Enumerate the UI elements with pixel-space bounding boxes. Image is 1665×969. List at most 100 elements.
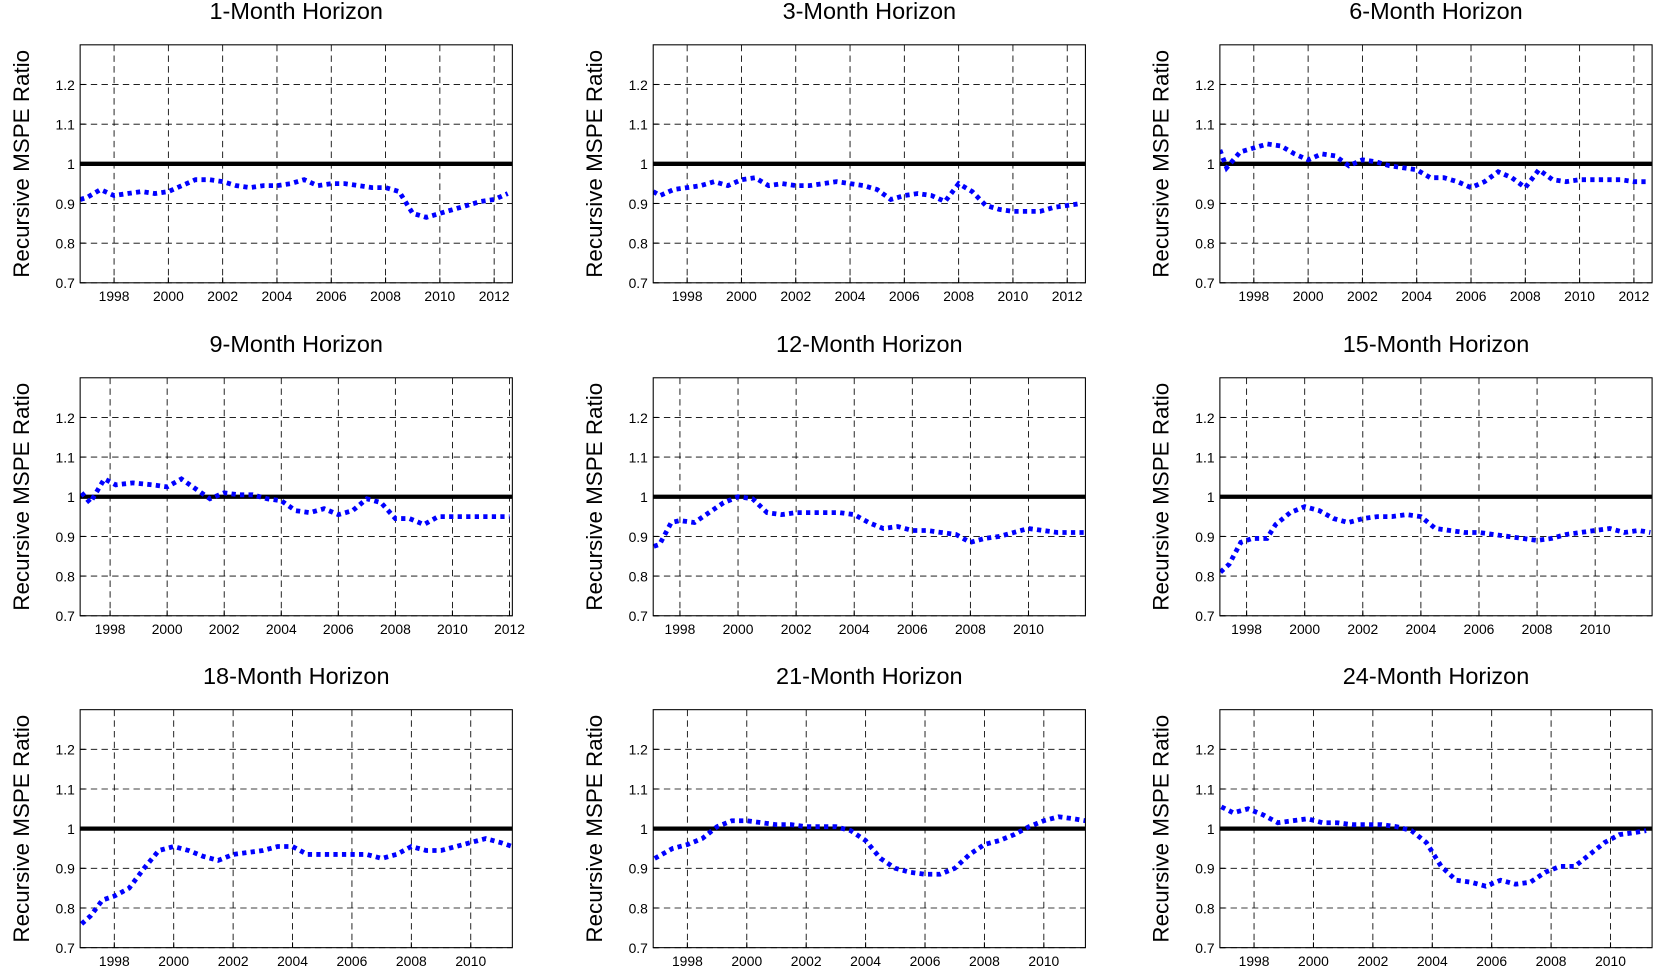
y-tick-label: 1 [1207,156,1215,172]
y-tick-label: 1.2 [629,410,649,426]
x-tick-label: 2000 [723,621,754,637]
y-tick-label: 1 [640,821,648,837]
y-tick-label: 0.9 [1195,861,1215,877]
x-tick-label: 2010 [437,621,468,637]
x-tick-label: 2002 [218,953,249,969]
y-tick-label: 1.1 [1195,781,1215,797]
y-axis-label: Recursive MSPE Ratio [9,715,34,943]
x-tick-label: 2012 [494,621,525,637]
x-tick-label: 2008 [370,288,401,304]
y-tick-label: 1.1 [629,449,649,465]
y-tick-label: 0.7 [629,608,649,624]
x-tick-label: 1998 [99,288,130,304]
y-tick-label: 0.7 [1195,608,1215,624]
x-tick-label: 2002 [207,288,238,304]
x-tick-label: 2002 [209,621,240,637]
x-tick-label: 1998 [665,621,696,637]
subplot: 9-Month Horizon Recursive MSPE Ratio 0.7 0.… [9,331,525,637]
x-tick-label: 2008 [380,621,411,637]
y-axis-label: Recursive MSPE Ratio [1149,715,1174,943]
axes-frame [652,377,1086,617]
x-tick-label: 2008 [969,953,1000,969]
subplot: 3-Month Horizon Recursive MSPE Ratio 0.7 0.… [582,0,1086,304]
y-tick-label: 1.2 [629,77,649,93]
chart-title: 1-Month Horizon [209,0,382,24]
x-tick-label: 2010 [1028,953,1059,969]
y-tick-label: 1 [1207,821,1215,837]
y-tick-label: 1 [67,821,75,837]
x-tick-label: 2002 [1347,288,1378,304]
data-line [1220,804,1647,889]
y-axis-label: Recursive MSPE Ratio [1149,383,1174,611]
y-tick-label: 0.8 [1195,900,1215,916]
y-tick-label: 1 [640,489,648,505]
data-line [653,814,1086,877]
x-tick-label: 2012 [479,288,510,304]
data-line [653,494,1084,549]
x-tick-label: 2006 [910,953,941,969]
plot-area [80,177,509,220]
x-tick-label: 2012 [1052,288,1083,304]
y-tick-label: 1.2 [1195,77,1215,93]
data-line [80,475,510,528]
x-tick-label: 1998 [1239,953,1270,969]
y-tick-label: 1.1 [629,116,649,132]
plot-area [80,836,513,926]
x-tick-label: 2012 [1618,288,1649,304]
y-axis-label: Recursive MSPE Ratio [1149,50,1174,278]
y-tick-label: 1 [67,489,75,505]
subplot: 6-Month Horizon Recursive MSPE Ratio 0.7 0.… [1149,0,1653,304]
chart-title: 18-Month Horizon [203,663,390,689]
x-tick-label: 2006 [316,288,347,304]
x-tick-label: 1998 [1238,288,1269,304]
y-tick-label: 1.2 [56,410,76,426]
y-tick-label: 0.8 [1195,568,1215,584]
y-tick-label: 1.2 [1195,742,1215,758]
x-tick-label: 2006 [1476,953,1507,969]
y-tick-label: 0.9 [56,861,76,877]
x-tick-label: 2000 [1289,621,1320,637]
x-tick-label: 1998 [672,288,703,304]
y-tick-label: 1.2 [56,77,76,93]
y-tick-label: 0.7 [56,275,76,291]
plot-area [653,494,1084,549]
y-tick-label: 1 [1207,489,1215,505]
subplot: 24-Month Horizon Recursive MSPE Ratio 0.7 0… [1149,663,1653,969]
x-tick-label: 2010 [455,953,486,969]
plot-area [80,475,510,528]
plot-area [1219,504,1651,574]
y-tick-label: 0.9 [629,861,649,877]
data-line [1219,141,1648,191]
x-tick-label: 2010 [424,288,455,304]
axes-frame [652,709,1086,949]
subplot: 18-Month Horizon Recursive MSPE Ratio 0.7 0… [9,663,513,969]
x-tick-label: 2000 [1293,288,1324,304]
y-tick-label: 1.1 [1195,116,1215,132]
x-tick-label: 2004 [835,288,866,304]
y-tick-label: 1.1 [56,116,76,132]
x-tick-label: 2000 [726,288,757,304]
y-tick-label: 0.7 [629,275,649,291]
y-tick-label: 0.8 [56,900,76,916]
x-tick-label: 2010 [1580,621,1611,637]
x-tick-label: 2008 [1510,288,1541,304]
subplot: 15-Month Horizon Recursive MSPE Ratio 0.7 0… [1149,331,1653,637]
chart-title: 9-Month Horizon [209,331,382,357]
data-line [653,175,1082,214]
x-tick-label: 2004 [839,621,870,637]
x-tick-label: 2002 [780,288,811,304]
axes-frame [79,44,513,284]
axes-frame [79,709,513,949]
x-tick-label: 2010 [1013,621,1044,637]
x-tick-label: 2004 [1401,288,1432,304]
y-axis-label: Recursive MSPE Ratio [582,715,607,943]
x-tick-label: 2000 [152,621,183,637]
x-tick-label: 1998 [672,953,703,969]
data-line [80,177,509,220]
y-tick-label: 0.8 [629,568,649,584]
y-tick-label: 0.9 [629,196,649,212]
y-tick-label: 1 [640,156,648,172]
chart-title: 21-Month Horizon [776,663,963,689]
